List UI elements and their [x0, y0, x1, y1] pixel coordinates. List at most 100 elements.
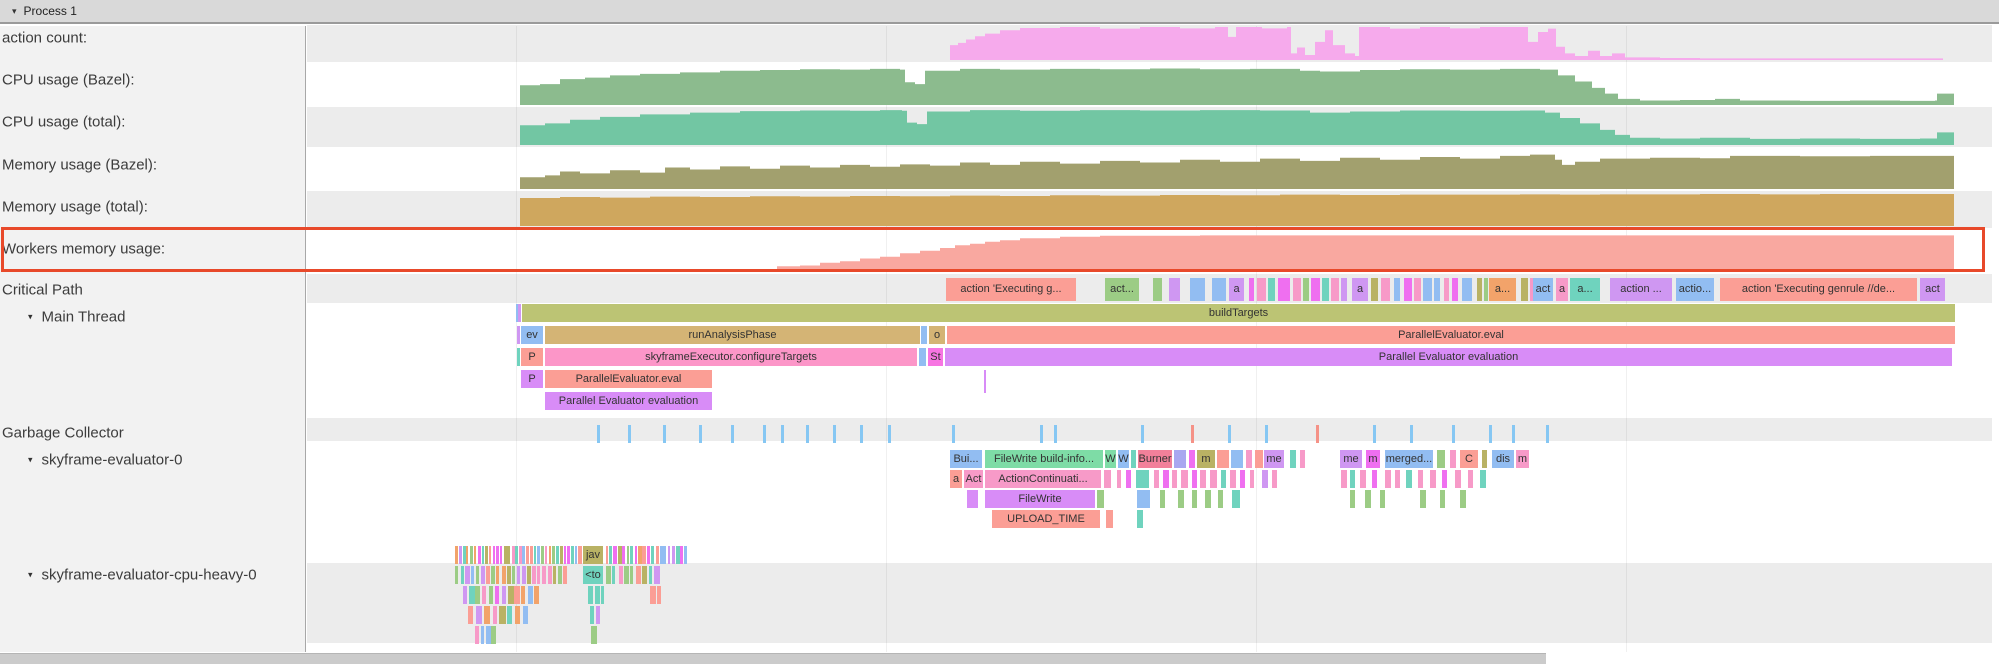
cpu-heavy-event[interactable] [619, 566, 623, 584]
critical-path-event[interactable] [1331, 278, 1339, 301]
cpu-heavy-event[interactable] [635, 546, 637, 564]
cpu-heavy-event[interactable] [622, 546, 625, 564]
cpu-heavy-event[interactable] [542, 566, 546, 584]
evaluator-event[interactable] [1231, 450, 1243, 468]
evaluator-event[interactable] [1255, 450, 1263, 468]
critical-path-event[interactable] [1303, 278, 1309, 301]
cpu-heavy-event[interactable] [474, 546, 476, 564]
cpu-heavy-event[interactable] [647, 546, 650, 564]
cpu-heavy-event[interactable] [486, 566, 490, 584]
evaluator-event[interactable] [1350, 470, 1355, 488]
evaluator-event[interactable] [1372, 470, 1377, 488]
main-thread-event[interactable]: P [521, 348, 543, 366]
gc-tick[interactable] [888, 425, 891, 443]
evaluator-event[interactable] [1420, 490, 1426, 508]
critical-path-event[interactable] [1249, 278, 1254, 301]
evaluator-event[interactable] [1385, 470, 1391, 488]
evaluator-event[interactable] [1437, 450, 1445, 468]
cpu-heavy-event[interactable] [491, 566, 495, 584]
evaluator-event[interactable] [1221, 470, 1226, 488]
cpu-heavy-event[interactable] [612, 566, 615, 584]
evaluator-event[interactable] [1230, 470, 1236, 488]
evaluator-event[interactable] [1117, 470, 1121, 488]
critical-path-event[interactable]: act [1533, 278, 1553, 301]
evaluator-event[interactable] [1218, 490, 1223, 508]
critical-path-event[interactable] [1381, 278, 1390, 301]
cpu-heavy-event[interactable] [512, 546, 515, 564]
evaluator-event[interactable] [1192, 470, 1197, 488]
evaluator-event[interactable] [1200, 470, 1206, 488]
cpu-heavy-event[interactable] [548, 566, 552, 584]
cpu-heavy-event[interactable] [534, 586, 539, 604]
cpu-heavy-event[interactable] [522, 566, 526, 584]
evaluator-event[interactable]: Burner [1138, 450, 1172, 468]
cpu-heavy-event[interactable] [482, 586, 486, 604]
horizontal-scrollbar[interactable] [0, 653, 1546, 664]
gc-tick[interactable] [860, 425, 863, 443]
evaluator-event[interactable] [1460, 490, 1466, 508]
evaluator-event[interactable] [1240, 470, 1245, 488]
cpu-heavy-event[interactable] [558, 566, 562, 584]
evaluator-event[interactable] [1131, 450, 1136, 468]
expand-triangle-icon[interactable]: ▾ [28, 569, 33, 580]
evaluator-event[interactable]: W [1118, 450, 1129, 468]
cpu-heavy-event[interactable] [482, 546, 484, 564]
evaluator-event[interactable]: merged... [1385, 450, 1433, 468]
cpu-heavy-event[interactable] [680, 546, 683, 564]
cpu-heavy-event[interactable] [638, 546, 642, 564]
evaluator-event[interactable]: m [1197, 450, 1215, 468]
cpu-heavy-event[interactable] [507, 606, 512, 624]
cpu-heavy-event[interactable] [466, 546, 468, 564]
cpu-heavy-event[interactable] [556, 546, 559, 564]
critical-path-event[interactable]: action 'Executing g... [946, 278, 1076, 301]
cpu-heavy-event[interactable] [512, 566, 515, 584]
critical-path-event[interactable] [1462, 278, 1472, 301]
cpu-heavy-event[interactable] [564, 546, 566, 564]
evaluator-event[interactable] [1181, 470, 1188, 488]
cpu-heavy-event[interactable] [613, 546, 617, 564]
cpu-heavy-event[interactable] [502, 586, 506, 604]
cpu-heavy-event[interactable] [668, 546, 670, 564]
process-group-header[interactable]: ▾ Process 1 [0, 0, 1999, 24]
cpu-heavy-event[interactable] [609, 546, 612, 564]
main-thread-event[interactable]: Parallel Evaluator evaluation [945, 348, 1952, 366]
evaluator-event[interactable] [1450, 450, 1456, 468]
evaluator-event[interactable] [1160, 490, 1165, 508]
cpu-heavy-event[interactable] [527, 566, 531, 584]
cpu-heavy-event[interactable] [481, 626, 484, 644]
cpu-heavy-event[interactable] [636, 566, 641, 584]
cpu-heavy-event[interactable] [553, 566, 556, 584]
cpu-heavy-event[interactable] [552, 546, 555, 564]
main-thread-event[interactable] [517, 326, 520, 344]
evaluator-event[interactable] [1104, 470, 1111, 488]
evaluator-event[interactable] [1137, 510, 1143, 528]
cpu-heavy-event[interactable] [475, 586, 480, 604]
cpu-heavy-event[interactable] [522, 546, 525, 564]
critical-path-event[interactable]: a [1352, 278, 1368, 301]
evaluator-event[interactable]: UPLOAD_TIME [992, 510, 1100, 528]
cpu-heavy-event[interactable] [530, 546, 533, 564]
cpu-heavy-event[interactable] [455, 546, 458, 564]
cpu-heavy-event[interactable] [684, 546, 687, 564]
evaluator-event[interactable]: ActionContinuati... [985, 470, 1101, 488]
evaluator-event[interactable] [1480, 470, 1486, 488]
main-thread-event[interactable] [919, 348, 926, 366]
cpu-heavy-event[interactable] [588, 586, 593, 604]
critical-path-event[interactable] [1521, 278, 1528, 301]
evaluator-event[interactable]: me [1340, 450, 1362, 468]
critical-path-event[interactable] [1278, 278, 1290, 301]
cpu-heavy-event[interactable] [526, 546, 529, 564]
cpu-heavy-event[interactable] [469, 586, 475, 604]
critical-path-event[interactable] [1341, 278, 1347, 301]
cpu-heavy-event[interactable] [504, 546, 507, 564]
evaluator-event[interactable]: Act [964, 470, 983, 488]
evaluator-event[interactable] [1189, 450, 1195, 468]
cpu-heavy-event[interactable] [618, 546, 622, 564]
gc-tick[interactable] [1228, 425, 1231, 443]
critical-path-event[interactable] [1452, 278, 1458, 301]
cpu-heavy-event[interactable] [663, 546, 666, 564]
cpu-heavy-event[interactable] [470, 546, 473, 564]
